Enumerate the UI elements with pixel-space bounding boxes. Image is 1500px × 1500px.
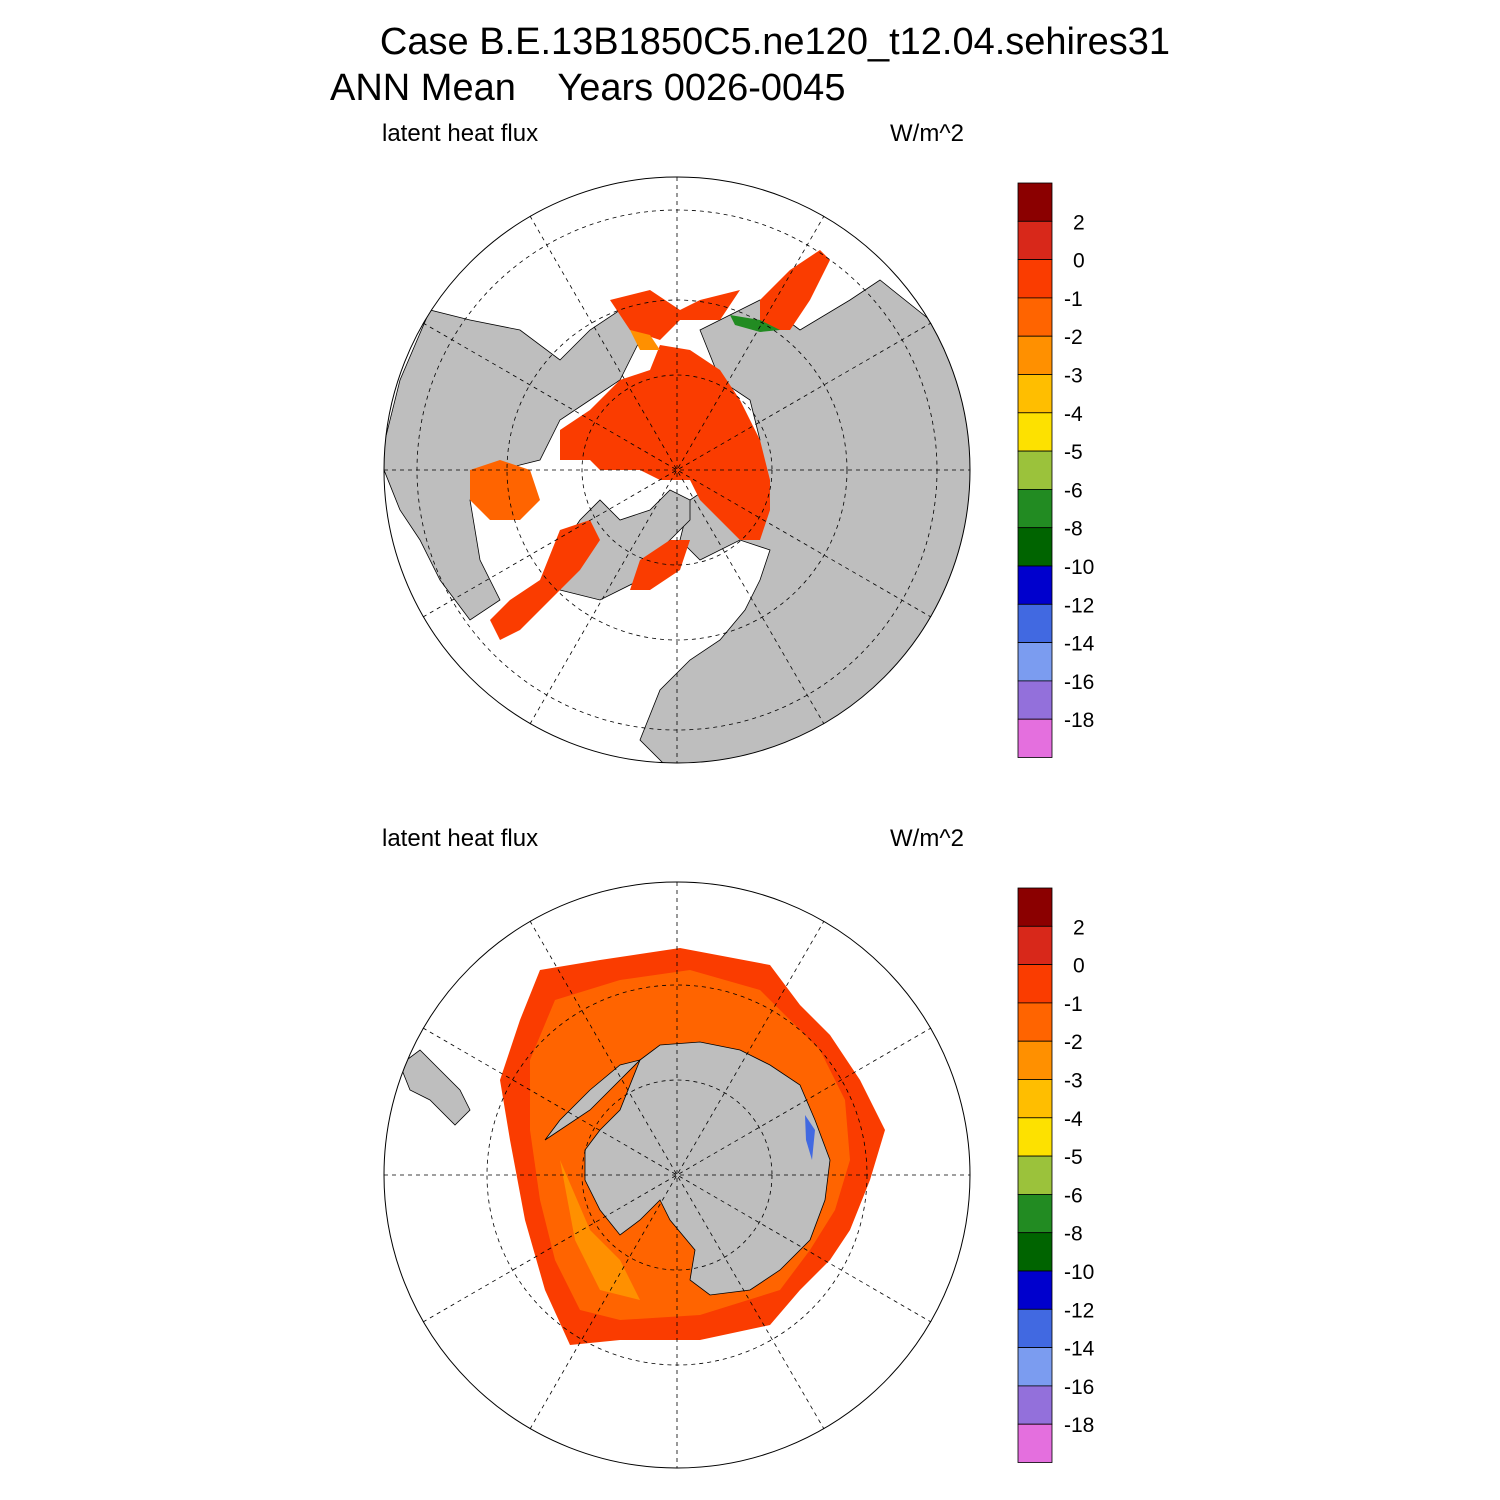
- north-colorbar-swatch: [1017, 412, 1053, 452]
- south-colorbar-label: -2: [1064, 1031, 1083, 1054]
- north-colorbar-swatch: [1017, 259, 1053, 299]
- north-units-label: W/m^2: [890, 120, 964, 147]
- south-coastal-blue: [805, 1115, 815, 1160]
- north-colorbar-label: -16: [1064, 671, 1094, 694]
- north-colorbar-label: -18: [1064, 709, 1094, 732]
- north-variable-label: latent heat flux: [382, 120, 539, 147]
- south-colorbar-swatch: [1017, 1193, 1053, 1234]
- south-colorbar-label: -5: [1064, 1146, 1083, 1169]
- south-colorbar-label: -3: [1064, 1070, 1083, 1093]
- north-colorbar-swatch: [1017, 488, 1053, 529]
- north-colorbar-swatch: [1017, 603, 1053, 643]
- north-colorbar-swatch: [1017, 335, 1053, 375]
- north-colorbar-swatch: [1017, 642, 1053, 682]
- south-polar-map: [383, 881, 971, 1469]
- south-colorbar-swatch: [1017, 1117, 1053, 1157]
- north-land-eurasia: [639, 279, 970, 763]
- south-colorbar-swatch: [1017, 1308, 1053, 1348]
- south-land-antarctica: [584, 1041, 831, 1296]
- north-colorbar-label: -14: [1064, 633, 1095, 656]
- north-colorbar-label: -3: [1064, 365, 1083, 388]
- north-colorbar-swatch: [1017, 297, 1053, 337]
- south-colorbar-swatch: [1017, 1385, 1053, 1425]
- south-colorbar-label: -8: [1064, 1223, 1083, 1246]
- south-colorbar-label: -14: [1064, 1338, 1095, 1361]
- south-colorbar-swatch: [1017, 1423, 1053, 1463]
- north-colorbar-swatch: [1017, 680, 1053, 720]
- south-colorbar-swatch: [1017, 887, 1053, 927]
- south-land-peninsula: [544, 1059, 642, 1141]
- north-colorbar-label: -8: [1064, 518, 1083, 541]
- south-colorbar-label: 2: [1073, 916, 1085, 939]
- south-land-south-america: [399, 1049, 471, 1126]
- north-colorbar-label: -10: [1064, 556, 1094, 579]
- case-title: Case B.E.13B1850C5.ne120_t12.04.sehires3…: [379, 21, 1171, 63]
- south-colorbar-label: -4: [1064, 1108, 1083, 1131]
- north-colorbar-label: -5: [1064, 441, 1083, 464]
- north-colorbar-label: -1: [1064, 288, 1083, 311]
- south-colorbar-label: -10: [1064, 1261, 1094, 1284]
- north-polar-map: [383, 176, 971, 764]
- north-colorbar-swatch: [1017, 220, 1053, 260]
- south-units-label: W/m^2: [890, 825, 964, 852]
- north-colorbar-swatch: [1017, 718, 1053, 758]
- north-colorbar-label: -6: [1064, 479, 1083, 502]
- south-colorbar-label: -18: [1064, 1414, 1094, 1437]
- south-variable-label: latent heat flux: [382, 825, 539, 852]
- north-colorbar-swatch: [1017, 565, 1053, 605]
- north-colorbar-label: -4: [1064, 403, 1083, 426]
- north-sea-ice: [560, 345, 770, 540]
- north-sea-ice-edge-green: [730, 315, 780, 332]
- south-colorbar-swatch: [1017, 1155, 1053, 1195]
- north-colorbar-swatch: [1017, 182, 1053, 222]
- north-sea-ice-labrador: [490, 520, 600, 640]
- south-colorbar-label: -12: [1064, 1299, 1094, 1322]
- north-sea-ice-baffin: [630, 540, 690, 590]
- north-sea-ice-hudson: [470, 460, 540, 520]
- north-colorbar-label: 2: [1073, 211, 1085, 234]
- south-colorbar-label: -1: [1064, 993, 1083, 1016]
- north-colorbar: 2 0 -1 -2 -3 -4 -5 -6 -8 -10 -12 -14 -16 -18: [1017, 182, 1095, 758]
- north-sea-ice-bering: [610, 290, 740, 340]
- south-colorbar-swatch: [1017, 1040, 1053, 1080]
- south-colorbar: 2 0 -1 -2 -3 -4 -5 -6 -8 -10 -12 -14 -16 -18: [1017, 887, 1095, 1463]
- north-colorbar-label: -12: [1064, 594, 1094, 617]
- south-colorbar-swatch: [1017, 925, 1053, 965]
- south-colorbar-swatch: [1017, 1002, 1053, 1042]
- south-colorbar-swatch: [1017, 1270, 1053, 1310]
- south-colorbar-swatch: [1017, 1232, 1053, 1272]
- north-colorbar-swatch: [1017, 374, 1053, 414]
- north-sea-ice-edge: [630, 330, 660, 350]
- north-colorbar-label: 0: [1073, 250, 1085, 273]
- south-colorbar-swatch: [1017, 964, 1053, 1004]
- south-sea-ice-inner: [560, 1160, 640, 1300]
- south-colorbar-swatch: [1017, 1347, 1053, 1387]
- north-colorbar-swatch: [1017, 450, 1053, 490]
- south-colorbar-swatch: [1017, 1079, 1053, 1119]
- north-colorbar-label: -2: [1064, 326, 1083, 349]
- period-title: ANN Mean Years 0026-0045: [330, 67, 846, 109]
- north-sea-ice-okhotsk: [760, 250, 830, 330]
- south-colorbar-label: -6: [1064, 1184, 1083, 1207]
- north-colorbar-swatch: [1017, 527, 1053, 567]
- south-colorbar-label: -16: [1064, 1376, 1094, 1399]
- south-colorbar-label: 0: [1073, 955, 1085, 978]
